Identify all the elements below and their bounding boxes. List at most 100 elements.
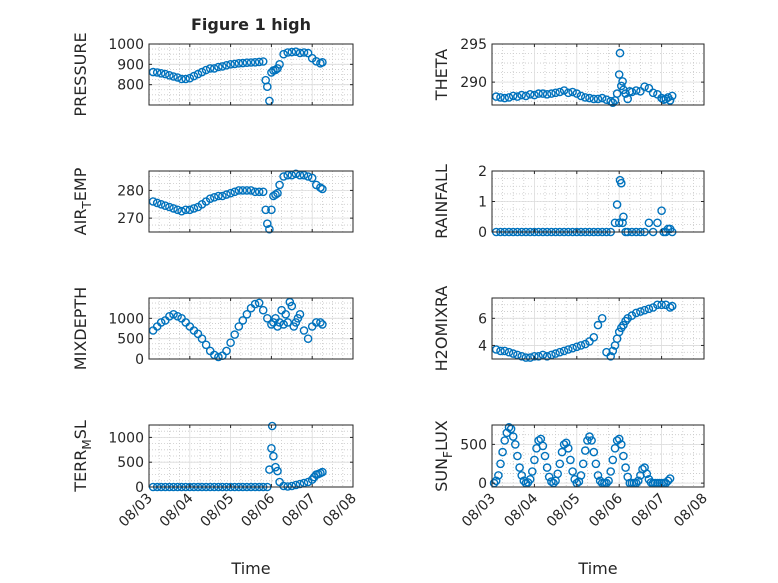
data-point: [275, 318, 284, 327]
data-point: [564, 443, 573, 453]
data-point: [156, 199, 166, 209]
data-point: [525, 90, 535, 99]
data-point: [281, 309, 291, 319]
data-point: [165, 71, 174, 80]
data-point: [265, 224, 274, 234]
data-point: [262, 82, 272, 91]
data-point: [222, 61, 231, 70]
data-point: [608, 346, 618, 356]
data-point: [295, 309, 305, 319]
data-point: [218, 62, 227, 71]
data-point: [547, 89, 556, 98]
axes-box: [148, 170, 354, 233]
data-point: [173, 205, 182, 215]
data-point: [542, 351, 552, 361]
data-point: [559, 346, 569, 356]
data-point: [521, 91, 531, 101]
data-point: [185, 205, 195, 215]
data-point: [551, 88, 560, 98]
data-point: [530, 351, 539, 361]
data-point: [619, 212, 628, 222]
data-point: [508, 432, 518, 441]
data-point: [627, 87, 637, 97]
data-point: [250, 58, 260, 67]
data-point: [589, 447, 599, 457]
data-point: [318, 184, 327, 194]
data-point: [572, 89, 582, 98]
data-point: [644, 304, 654, 314]
data-point: [234, 322, 244, 331]
data-point: [576, 341, 586, 350]
data-point: [589, 94, 599, 104]
data-point: [316, 318, 325, 327]
data-point: [534, 89, 543, 98]
y-axis-label-tail: EMP: [71, 167, 90, 201]
data-point: [589, 332, 599, 342]
data-point: [500, 436, 510, 445]
data-point: [618, 218, 627, 228]
data-point: [619, 320, 628, 330]
data-point: [318, 467, 327, 477]
data-point: [667, 301, 677, 311]
data-point: [665, 96, 675, 105]
data-point: [181, 205, 190, 215]
y-tick-label: 500: [117, 455, 144, 471]
y-axis-label-base: MIXDEPTH: [71, 287, 90, 370]
data-point: [665, 303, 675, 312]
data-point: [283, 48, 293, 57]
data-point: [311, 57, 321, 66]
y-tick-label: 0: [478, 476, 487, 492]
data-point: [287, 170, 297, 180]
data-point: [197, 67, 207, 77]
data-point: [209, 64, 219, 73]
y-tick-label: 280: [117, 183, 144, 199]
data-point: [160, 201, 170, 210]
data-point: [581, 446, 590, 455]
data-point: [491, 92, 501, 101]
data-point: [238, 58, 248, 68]
data-point: [491, 345, 501, 354]
y-axis-label-subscript: M: [80, 439, 94, 449]
data-point: [612, 89, 622, 98]
data-point: [496, 346, 505, 356]
data-point: [555, 347, 565, 357]
data-point: [295, 48, 305, 58]
data-point: [201, 340, 211, 350]
data-point: [568, 467, 577, 476]
data-point: [621, 463, 630, 472]
data-point: [303, 334, 313, 344]
y-axis-label: AIRTEMP: [71, 167, 94, 235]
y-tick-label: 900: [117, 57, 144, 73]
data-point: [504, 422, 514, 432]
data-point: [299, 326, 309, 335]
data-point: [291, 480, 301, 490]
data-point: [246, 186, 256, 195]
data-point: [496, 93, 505, 102]
data-point: [218, 191, 227, 201]
data-point: [508, 349, 518, 358]
y-axis-label: RAINFALL: [432, 164, 451, 239]
data-point: [173, 311, 182, 321]
data-point: [525, 474, 535, 484]
data-point: [299, 48, 309, 57]
y-axis-label-base: H2OMIXRA: [432, 286, 451, 372]
y-axis-label-base: RAINFALL: [432, 164, 451, 239]
data-point: [547, 477, 556, 486]
data-point: [640, 82, 649, 91]
data-point: [551, 349, 560, 358]
y-axis-label: PRESSURE: [71, 32, 90, 116]
data-point: [585, 93, 594, 103]
data-point: [234, 186, 244, 195]
data-point: [663, 476, 673, 486]
data-point: [197, 334, 207, 344]
data-point: [608, 98, 618, 107]
figure-title: Figure 1 high: [191, 15, 311, 34]
data-point: [291, 318, 301, 327]
data-point: [165, 311, 174, 321]
y-axis-label-base: AIR: [71, 209, 90, 236]
data-point: [642, 469, 652, 479]
y-axis-label-subscript: F: [441, 451, 455, 458]
data-point: [653, 300, 662, 310]
data-point: [303, 172, 313, 181]
